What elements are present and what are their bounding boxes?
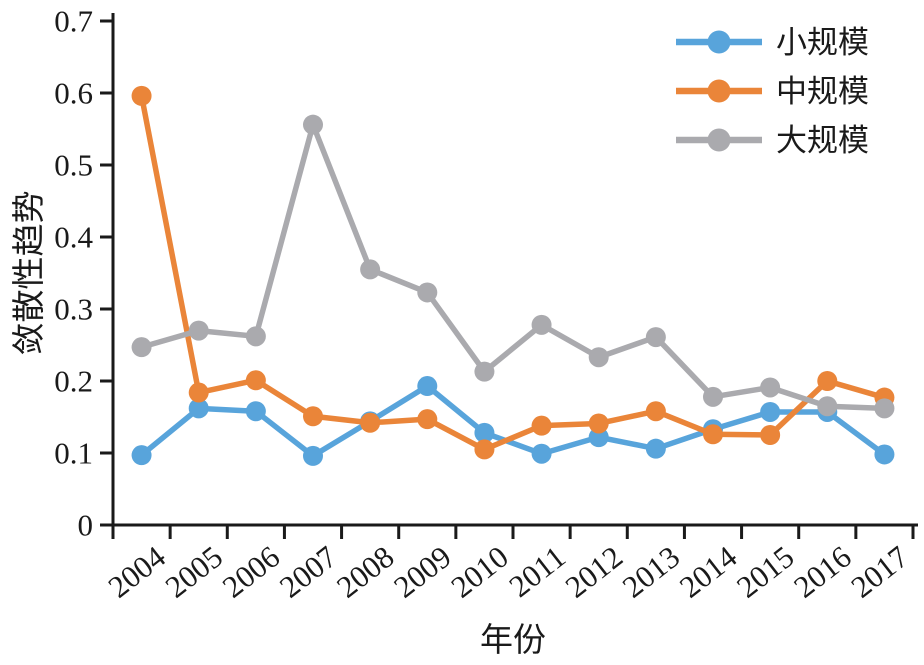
- legend-label: 小规模: [776, 25, 869, 60]
- data-point-small-scale: [474, 422, 495, 443]
- data-point-medium-scale: [588, 413, 609, 434]
- y-tick-label: 0.4: [54, 220, 93, 255]
- data-point-medium-scale: [360, 412, 381, 433]
- data-point-medium-scale: [245, 370, 266, 391]
- x-tick-label: 2006: [216, 539, 286, 605]
- data-point-medium-scale: [131, 85, 152, 106]
- data-point-small-scale: [131, 445, 152, 466]
- data-point-small-scale: [531, 443, 552, 464]
- x-tick-label: 2014: [673, 539, 744, 605]
- legend-label: 中规模: [776, 74, 869, 109]
- data-point-large-scale: [303, 114, 323, 135]
- series-large-scale-line: [140, 121, 885, 412]
- y-axis: 0 0.1 0.2 0.3 0.4 0.5 0.6 0.7: [54, 4, 115, 543]
- x-tick-label: 2011: [502, 539, 572, 604]
- x-tick-label: 2013: [616, 539, 686, 605]
- y-tick-label: 0: [78, 508, 94, 543]
- data-point-small-scale: [188, 398, 209, 419]
- series-medium-scale: [131, 85, 895, 460]
- y-tick-label: 0.7: [54, 4, 93, 39]
- data-point-small-scale: [874, 444, 895, 465]
- data-point-medium-scale: [188, 382, 209, 403]
- data-point-small-scale: [760, 401, 781, 422]
- legend-label: 大规模: [776, 123, 869, 158]
- data-point-medium-scale: [417, 409, 438, 430]
- data-point-large-scale: [588, 347, 609, 368]
- x-axis-title: 年份: [480, 622, 546, 659]
- x-tick-label: 2010: [444, 539, 514, 605]
- x-tick-label: 2015: [730, 539, 800, 605]
- legend-item-medium-scale: 中规模: [676, 74, 869, 109]
- x-tick-label: 2004: [101, 539, 172, 605]
- data-point-medium-scale: [474, 439, 495, 460]
- y-tick-label: 0.2: [54, 364, 93, 399]
- x-tick-label: 2005: [159, 539, 229, 605]
- x-tick-label: 2009: [387, 539, 457, 605]
- x-tick-label: 2012: [559, 539, 629, 605]
- series-large-scale: [131, 114, 895, 419]
- legend-item-small-scale: 小规模: [676, 25, 869, 60]
- y-axis-title: 敛散性趋势: [11, 191, 48, 356]
- data-point-large-scale: [874, 398, 895, 419]
- data-point-large-scale: [245, 326, 266, 347]
- data-point-medium-scale: [760, 425, 781, 445]
- data-point-large-scale: [360, 259, 381, 280]
- data-point-medium-scale: [303, 406, 323, 427]
- data-point-large-scale: [417, 282, 438, 303]
- legend-item-large-scale: 大规模: [676, 123, 869, 158]
- data-point-medium-scale: [645, 401, 666, 422]
- x-axis: 2004200520062007200820092010201120122013…: [101, 523, 918, 605]
- y-tick-label: 0.5: [54, 148, 93, 183]
- data-point-small-scale: [588, 427, 609, 448]
- x-tick-label: 2007: [273, 539, 343, 605]
- data-point-medium-scale: [817, 371, 838, 391]
- y-tick-label: 0.6: [54, 76, 93, 111]
- legend-marker-small-scale: [707, 30, 731, 54]
- data-point-large-scale: [703, 386, 723, 407]
- data-point-small-scale: [417, 376, 438, 397]
- x-tick-label: 2016: [787, 539, 857, 605]
- y-tick-label: 0.3: [54, 292, 93, 327]
- x-tick-label: 2017: [844, 539, 914, 605]
- data-point-small-scale: [303, 445, 323, 466]
- data-point-small-scale: [245, 401, 266, 422]
- data-point-medium-scale: [531, 415, 552, 436]
- data-point-large-scale: [760, 377, 781, 398]
- legend-marker-large-scale: [707, 128, 731, 152]
- data-point-medium-scale: [703, 424, 723, 445]
- legend-marker-medium-scale: [707, 79, 731, 103]
- data-point-large-scale: [131, 337, 152, 358]
- y-tick-label: 0.1: [54, 436, 93, 471]
- data-point-large-scale: [645, 327, 666, 348]
- data-point-large-scale: [474, 361, 495, 382]
- data-point-large-scale: [531, 314, 552, 335]
- data-point-large-scale: [188, 320, 209, 341]
- data-point-small-scale: [645, 438, 666, 459]
- data-point-large-scale: [817, 396, 838, 417]
- x-tick-label: 2008: [330, 539, 400, 605]
